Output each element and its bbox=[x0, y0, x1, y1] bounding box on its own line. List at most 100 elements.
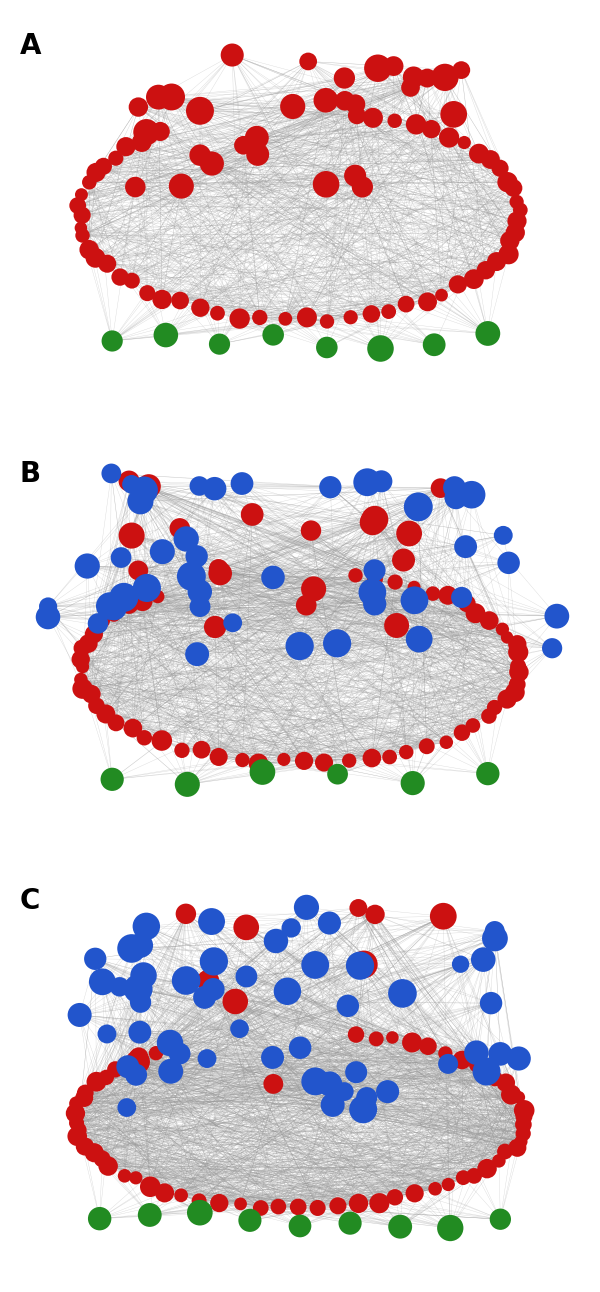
Point bbox=[127, 938, 136, 959]
Point bbox=[389, 56, 398, 76]
Point bbox=[505, 230, 515, 251]
Point bbox=[195, 1203, 205, 1224]
Point bbox=[457, 1049, 467, 1070]
Point bbox=[442, 733, 451, 753]
Point bbox=[143, 283, 152, 304]
Point bbox=[496, 1044, 505, 1065]
Point bbox=[151, 1043, 161, 1063]
Point bbox=[80, 1136, 90, 1156]
Point bbox=[370, 904, 380, 925]
Point bbox=[352, 1062, 361, 1083]
Point bbox=[458, 1167, 468, 1187]
Point bbox=[73, 195, 82, 216]
Point bbox=[127, 270, 137, 291]
Point bbox=[95, 1208, 104, 1229]
Point bbox=[158, 541, 167, 562]
Point bbox=[406, 78, 415, 98]
Point bbox=[371, 1028, 381, 1049]
Point bbox=[83, 633, 93, 654]
Point bbox=[482, 1059, 491, 1080]
Point bbox=[377, 472, 386, 492]
Point bbox=[322, 311, 332, 332]
Point bbox=[518, 1114, 528, 1134]
Point bbox=[76, 649, 85, 669]
Point bbox=[91, 162, 101, 182]
Point bbox=[212, 302, 222, 323]
Point bbox=[134, 1047, 143, 1067]
Point bbox=[301, 594, 311, 615]
Point bbox=[252, 128, 262, 149]
Point bbox=[274, 1196, 283, 1217]
Point bbox=[409, 578, 419, 598]
Point bbox=[362, 1088, 371, 1109]
Point bbox=[367, 748, 377, 769]
Point bbox=[131, 1065, 141, 1085]
Point bbox=[370, 593, 380, 614]
Point bbox=[368, 107, 378, 128]
Point bbox=[474, 143, 484, 164]
Point bbox=[445, 1217, 455, 1238]
Point bbox=[194, 475, 204, 496]
Point bbox=[469, 1165, 479, 1186]
Point bbox=[109, 605, 119, 625]
Point bbox=[449, 105, 458, 125]
Point bbox=[288, 96, 298, 116]
Point bbox=[485, 149, 495, 169]
Point bbox=[321, 174, 331, 195]
Point bbox=[472, 1054, 482, 1075]
Point bbox=[207, 911, 217, 932]
Point bbox=[401, 742, 411, 762]
Point bbox=[384, 301, 394, 322]
Point bbox=[105, 596, 115, 616]
Point bbox=[127, 474, 136, 495]
Point bbox=[181, 903, 191, 924]
Point bbox=[74, 1120, 84, 1141]
Point bbox=[110, 1059, 120, 1080]
Point bbox=[408, 773, 418, 793]
Point bbox=[131, 177, 140, 198]
Point bbox=[177, 740, 187, 761]
Point bbox=[428, 583, 438, 603]
Point bbox=[445, 127, 454, 147]
Point bbox=[157, 289, 167, 310]
Point bbox=[78, 656, 88, 677]
Point bbox=[136, 491, 145, 512]
Point bbox=[181, 528, 191, 549]
Point bbox=[499, 525, 508, 545]
Point bbox=[497, 619, 507, 640]
Point bbox=[77, 638, 87, 659]
Point bbox=[481, 260, 491, 280]
Point bbox=[340, 1081, 349, 1102]
Point bbox=[427, 119, 436, 140]
Point bbox=[79, 1088, 89, 1109]
Point bbox=[142, 916, 151, 937]
Point bbox=[153, 587, 163, 607]
Point bbox=[306, 521, 316, 541]
Point bbox=[370, 509, 380, 530]
Point bbox=[552, 606, 562, 627]
Point bbox=[187, 566, 196, 587]
Point bbox=[182, 774, 192, 795]
Point bbox=[410, 590, 419, 611]
Point bbox=[89, 1142, 99, 1163]
Point bbox=[120, 1165, 130, 1186]
Point bbox=[160, 1182, 169, 1203]
Point bbox=[43, 596, 53, 616]
Point bbox=[235, 1018, 244, 1039]
Point bbox=[506, 1084, 516, 1105]
Point bbox=[519, 1106, 529, 1127]
Point bbox=[492, 251, 502, 271]
Point bbox=[439, 906, 448, 926]
Point bbox=[133, 978, 143, 999]
Point bbox=[340, 67, 349, 88]
Point bbox=[392, 615, 401, 636]
Point bbox=[119, 587, 128, 607]
Point bbox=[268, 1047, 277, 1067]
Point bbox=[518, 1123, 528, 1143]
Point bbox=[102, 1023, 112, 1044]
Point bbox=[383, 1081, 392, 1102]
Point bbox=[326, 477, 335, 497]
Point bbox=[319, 752, 329, 773]
Point bbox=[414, 630, 424, 651]
Point bbox=[376, 339, 385, 359]
